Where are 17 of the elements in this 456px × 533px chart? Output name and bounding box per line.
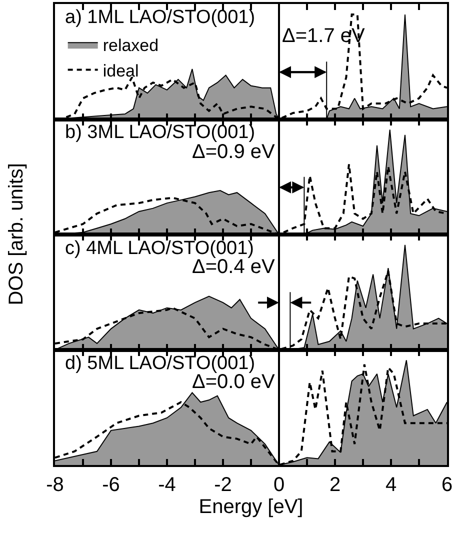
legend-label: ideal <box>102 61 139 80</box>
chart-title: a) 1ML LAO/STO(001) <box>65 7 256 28</box>
x-tick-label: 4 <box>385 474 397 496</box>
legend-label: relaxed <box>102 36 159 56</box>
x-tick-label: -2 <box>214 474 232 496</box>
chart-title: c) 4ML LAO/STO(001) <box>65 238 254 259</box>
x-tick-label: -4 <box>158 474 176 496</box>
x-tick-label: -8 <box>46 474 64 496</box>
x-tick-label: 6 <box>441 474 453 496</box>
x-tick-label: -6 <box>102 474 120 496</box>
y-axis-title: DOS [arb. units] <box>5 163 28 306</box>
x-tick-label: 0 <box>273 474 285 496</box>
chart-title: d) 5ML LAO/STO(001) <box>65 353 256 374</box>
chart-title: b) 3ML LAO/STO(001) <box>65 122 256 143</box>
x-tick-label: 2 <box>329 474 341 496</box>
x-axis-title: Energy [eV] <box>198 496 304 518</box>
annotation: Δ=0.9 eV <box>192 141 276 163</box>
